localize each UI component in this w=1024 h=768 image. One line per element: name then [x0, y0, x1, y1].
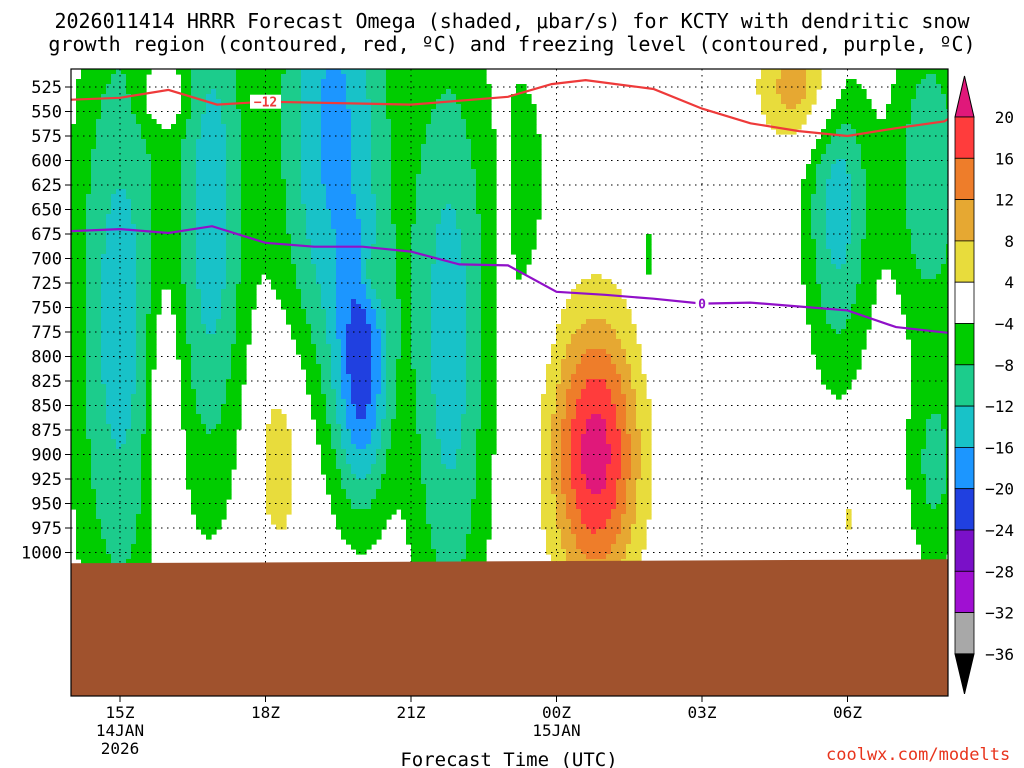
axes: 525 550 575 600 625 650 675 700 725 750 775 800 825 8… — [21, 78, 862, 758]
y-tick-label: 650 — [31, 201, 62, 221]
dgz-contour — [71, 78, 948, 138]
colorbar-band — [954, 116, 975, 159]
colorbar-label: −32 — [985, 604, 1014, 623]
colorbar-label: 20 — [995, 108, 1014, 127]
colorbar-band — [954, 281, 975, 324]
y-tick-label: 575 — [31, 127, 62, 147]
x-tick-label: 18Z — [251, 703, 280, 722]
plot-frame — [70, 68, 949, 697]
colorbar-band — [954, 488, 975, 531]
colorbar-band — [954, 240, 975, 283]
colorbar-band — [954, 199, 975, 242]
colorbar-label: −8 — [995, 356, 1014, 375]
colorbar-band — [954, 157, 975, 201]
colorbar-label: −36 — [985, 645, 1014, 664]
colorbar-label: 12 — [995, 191, 1014, 210]
colorbar-band — [954, 446, 975, 490]
grid — [71, 69, 948, 696]
chart-title-line-2: growth region (contoured, red, ºC) and f… — [48, 32, 976, 56]
y-tick-label: 975 — [31, 519, 62, 539]
y-tick-label: 1000 — [21, 544, 62, 564]
y-tick-label: 525 — [31, 78, 62, 98]
y-tick-label: 900 — [31, 446, 62, 466]
colorbar-band — [954, 570, 975, 613]
freezing-level-contour — [71, 225, 948, 334]
colorbar-label: −28 — [985, 562, 1014, 581]
freezing-level-contour-label: 0 — [698, 298, 706, 313]
y-tick-label: 800 — [31, 348, 62, 368]
y-tick-label: 875 — [31, 421, 62, 441]
x-tick-date: 14JAN — [96, 721, 144, 740]
y-tick-label: 850 — [31, 397, 62, 417]
colorbar-label: −4 — [995, 315, 1014, 334]
colorbar-label: −20 — [985, 480, 1014, 499]
colorbar-band — [954, 405, 975, 448]
y-tick-label: 600 — [31, 152, 62, 172]
colorbar-bottom-arrow — [954, 653, 975, 695]
colorbar-label: 8 — [1004, 232, 1014, 251]
x-tick-label: 00Z — [542, 703, 571, 722]
colorbar-band — [954, 612, 975, 655]
colorbar-top-arrow — [954, 75, 975, 118]
x-tick-date: 15JAN — [532, 721, 580, 740]
y-tick-label: 700 — [31, 250, 62, 270]
colorbar-band — [954, 364, 975, 407]
x-tick-label: 03Z — [688, 703, 717, 722]
colorbar-label: −12 — [985, 397, 1014, 416]
y-tick-label: 775 — [31, 323, 62, 343]
colorbar: 20 16 12 8 4 −4 −8 −12 −16 −20 −24 −28 −32 −36 — [954, 75, 1014, 695]
y-tick-label: 825 — [31, 372, 62, 392]
x-tick-label: 21Z — [397, 703, 426, 722]
y-tick-label: 675 — [31, 225, 62, 245]
plot-area: −12 0 — [71, 69, 948, 696]
y-tick-label: 950 — [31, 495, 62, 515]
y-tick-label: 925 — [31, 470, 62, 490]
colorbar-band — [954, 529, 975, 572]
x-axis-label: Forecast Time (UTC) — [400, 749, 617, 768]
x-tick-label: 06Z — [833, 703, 862, 722]
source-credit: coolwx.com/modelts — [826, 745, 1011, 765]
x-tick-year: 2026 — [101, 739, 140, 758]
colorbar-label: 16 — [995, 149, 1014, 168]
y-tick-label: 725 — [31, 274, 62, 294]
y-tick-label: 550 — [31, 103, 62, 123]
colorbar-label: −24 — [985, 521, 1014, 540]
y-tick-label: 750 — [31, 299, 62, 319]
colorbar-band — [954, 323, 975, 366]
surface-terrain — [71, 559, 948, 696]
dgz-contour-label: −12 — [254, 96, 277, 111]
chart-title-line-1: 2026011414 HRRR Forecast Omega (shaded, … — [54, 9, 970, 33]
x-tick-label: 15Z — [106, 703, 135, 722]
colorbar-label: 4 — [1004, 273, 1014, 292]
y-tick-label: 625 — [31, 176, 62, 196]
colorbar-label: −16 — [985, 438, 1014, 457]
